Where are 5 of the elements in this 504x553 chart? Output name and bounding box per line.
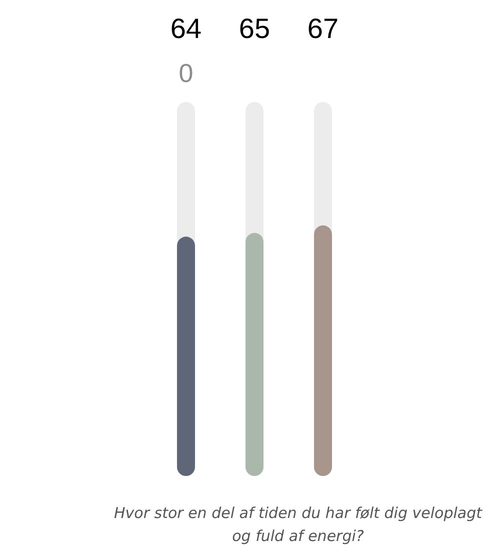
text: 0 xyxy=(178,58,194,88)
data-label: 67 xyxy=(307,13,339,44)
data-label: 65 xyxy=(238,13,270,44)
data-label: 64 xyxy=(170,13,202,44)
x-axis-title: Hvor stor en del af tiden du har følt dig veloplagt og fuld af energi? xyxy=(114,504,484,545)
